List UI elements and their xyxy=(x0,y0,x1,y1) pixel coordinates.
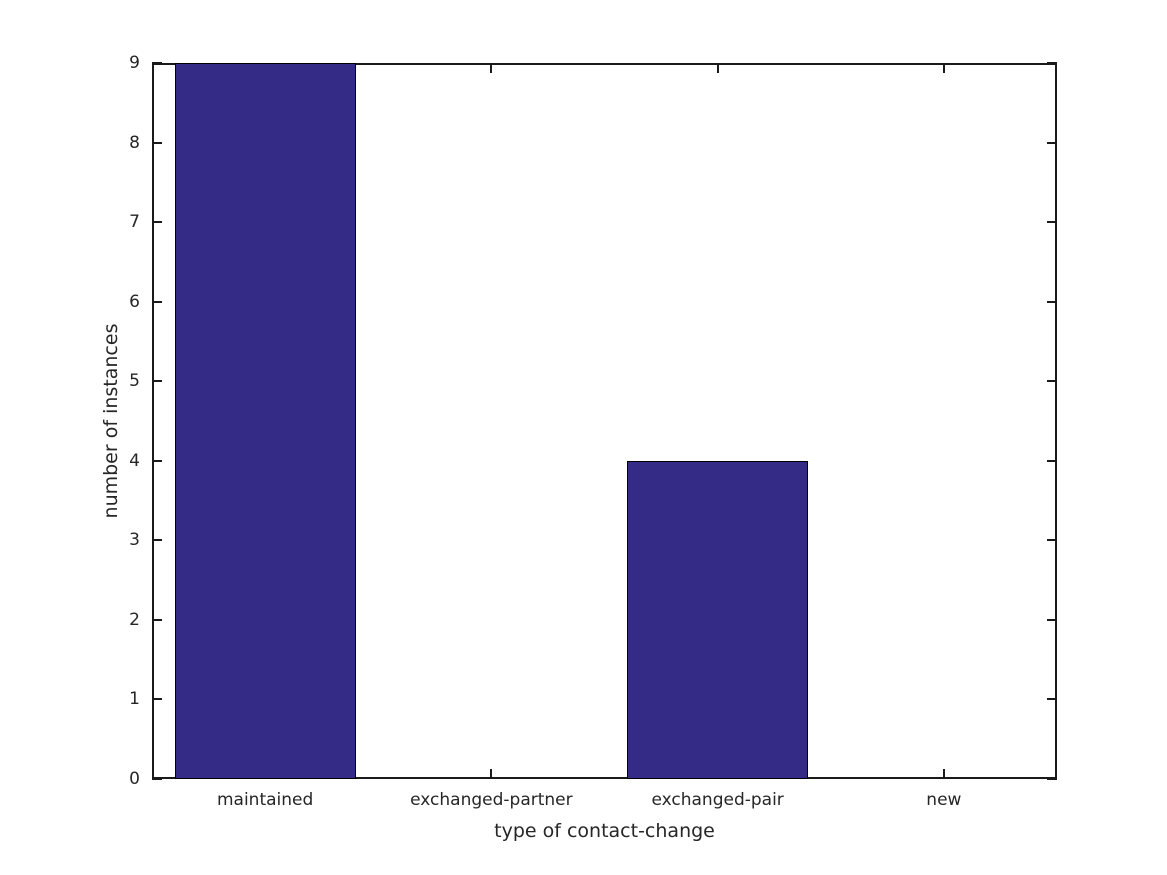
y-tick-label: 1 xyxy=(129,689,140,710)
y-tick-left xyxy=(152,141,162,144)
y-tick-left xyxy=(152,778,162,780)
y-tick-right xyxy=(1047,698,1057,701)
bar-exchanged-pair xyxy=(627,460,809,779)
x-tick-top xyxy=(716,63,719,73)
y-tick-label: 7 xyxy=(129,212,140,233)
y-tick-label: 9 xyxy=(129,53,140,73)
y-tick-label: 6 xyxy=(129,291,140,312)
y-tick-label: 4 xyxy=(129,450,140,471)
y-tick-label: 5 xyxy=(129,371,140,392)
x-category-label: exchanged-partner xyxy=(410,790,573,810)
x-tick-top xyxy=(490,63,493,73)
y-axis-label: number of instances xyxy=(100,323,122,519)
y-tick-right xyxy=(1047,300,1057,303)
y-tick-label: 2 xyxy=(129,609,140,630)
x-category-label: maintained xyxy=(216,790,314,810)
x-axis-label: type of contact-change xyxy=(494,820,715,842)
y-tick-left xyxy=(152,300,162,303)
bar-maintained xyxy=(174,63,356,779)
y-tick-right xyxy=(1047,459,1057,462)
y-tick-left xyxy=(152,698,162,701)
y-tick-left xyxy=(152,62,162,64)
y-tick-right xyxy=(1047,380,1057,383)
x-category-label: new xyxy=(926,790,962,810)
y-tick-left xyxy=(152,618,162,621)
y-tick-left xyxy=(152,459,162,462)
x-tick-top xyxy=(942,63,945,73)
y-tick-left xyxy=(152,380,162,383)
y-tick-label: 8 xyxy=(129,132,140,153)
y-tick-right xyxy=(1047,539,1057,542)
y-tick-label: 0 xyxy=(129,769,140,789)
x-tick-bottom xyxy=(942,769,945,779)
y-tick-right xyxy=(1047,221,1057,224)
x-tick-bottom xyxy=(490,769,493,779)
y-tick-right xyxy=(1047,62,1057,64)
y-tick-right xyxy=(1047,618,1057,621)
y-tick-right xyxy=(1047,778,1057,780)
y-tick-left xyxy=(152,221,162,224)
x-category-label: exchanged-pair xyxy=(651,790,784,810)
y-tick-right xyxy=(1047,141,1057,144)
y-tick-left xyxy=(152,539,162,542)
y-tick-label: 3 xyxy=(129,530,140,551)
